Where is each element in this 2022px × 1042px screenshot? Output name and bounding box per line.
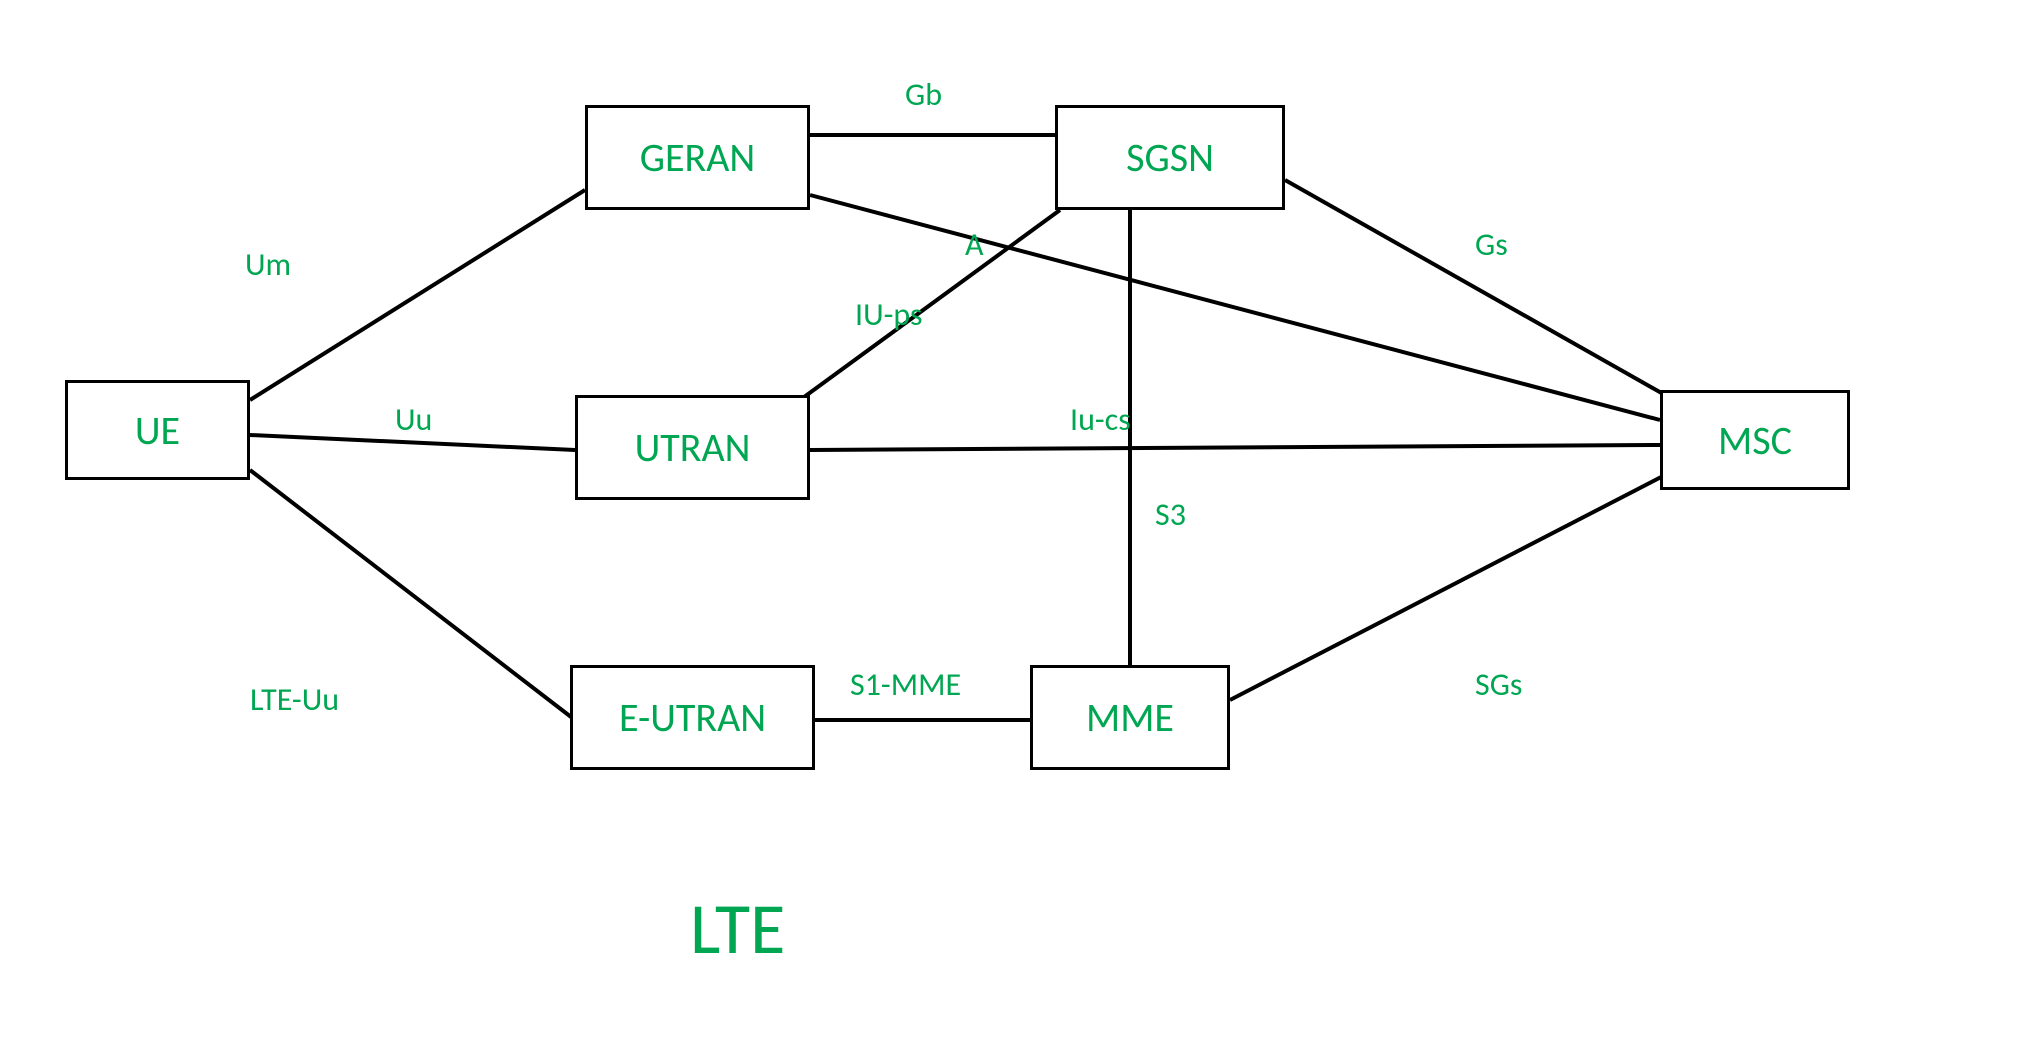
edge-label-iups: IU-ps (855, 295, 923, 334)
edge-label-lteuu: LTE-Uu (250, 680, 339, 719)
node-geran: GERAN (585, 105, 810, 210)
edge-label-iucs: Iu-cs (1070, 400, 1131, 439)
node-sgsn: SGSN (1055, 105, 1285, 210)
edge-label-a: A (965, 225, 984, 264)
edge-mme-msc_sgs (1230, 475, 1665, 700)
node-mme: MME (1030, 665, 1230, 770)
edge-label-sgs: SGs (1475, 665, 1522, 704)
edge-utran-sgsn_iups (800, 210, 1060, 400)
edge-ue-geran (250, 190, 585, 400)
node-eutran: E-UTRAN (570, 665, 815, 770)
edge-label-um: Um (245, 245, 291, 284)
node-ue: UE (65, 380, 250, 480)
node-utran: UTRAN (575, 395, 810, 500)
edge-label-uu: Uu (395, 400, 432, 439)
edge-label-gs: Gs (1475, 225, 1508, 264)
lte-network-diagram: UE GERAN UTRAN E-UTRAN SGSN MME MSC Um Uu LTE-Uu… (0, 0, 2022, 1042)
edge-label-s1mme: S1-MME (850, 665, 961, 704)
edge-label-s3: S3 (1155, 495, 1186, 534)
node-msc: MSC (1660, 390, 1850, 490)
edge-label-gb: Gb (905, 75, 942, 114)
edge-geran-msc_a (810, 195, 1660, 420)
diagram-title: LTE (690, 885, 785, 973)
edge-sgsn-msc_gs (1285, 180, 1665, 395)
diagram-edges (0, 0, 2022, 1042)
edge-utran-msc_iucs (810, 445, 1660, 450)
